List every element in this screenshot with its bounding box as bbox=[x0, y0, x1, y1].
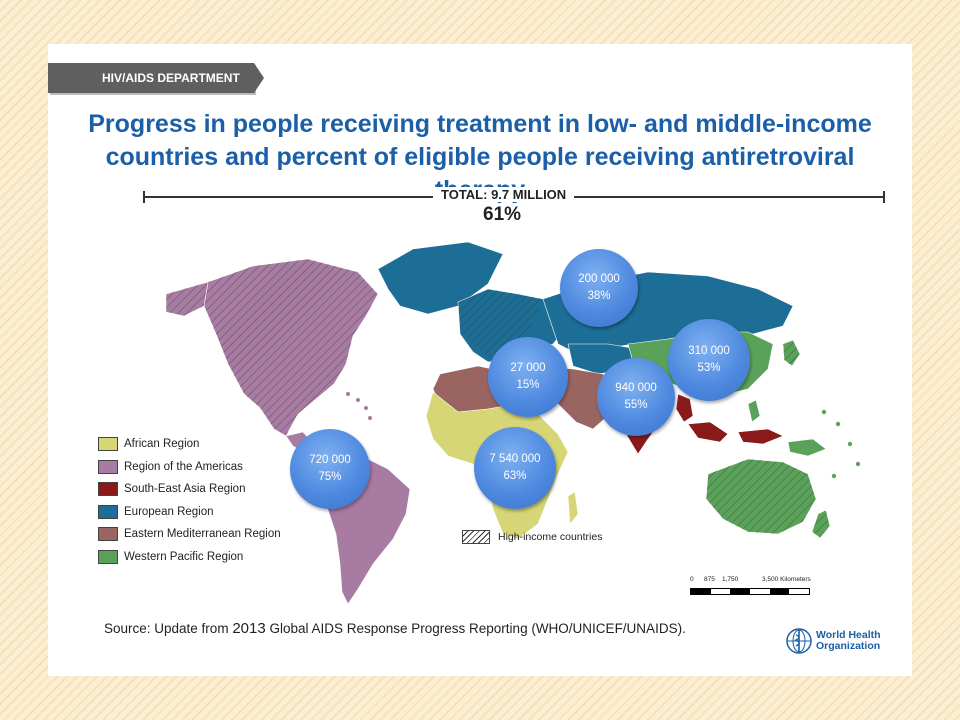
bubble-european-region: 200 000 38% bbox=[560, 249, 638, 327]
slide: HIV/AIDS DEPARTMENT Progress in people r… bbox=[48, 44, 912, 676]
thailand-shape bbox=[675, 393, 694, 423]
bubble-percent: 38% bbox=[587, 290, 611, 302]
legend-item-eastern-mediterranean-region: Eastern Mediterranean Region bbox=[98, 523, 298, 546]
map-legend: African Region Region of the Americas So… bbox=[98, 433, 298, 568]
total-label: TOTAL: 9.7 MILLION bbox=[433, 187, 575, 202]
legend-label: African Region bbox=[124, 438, 200, 451]
bubble-people: 310 000 bbox=[688, 345, 730, 357]
legend-item-south-east-asia-region: South-East Asia Region bbox=[98, 478, 298, 501]
indonesia-shape-2 bbox=[737, 428, 784, 445]
bubble-percent: 15% bbox=[516, 379, 540, 391]
source-prefix: Source: Update from bbox=[104, 621, 233, 636]
legend-swatch bbox=[98, 504, 118, 519]
bubble-percent: 55% bbox=[624, 399, 648, 411]
legend-label: Western Pacific Region bbox=[124, 550, 244, 563]
indonesia-shape bbox=[687, 421, 729, 443]
who-wordmark: World Health Organization bbox=[816, 630, 881, 652]
bubble-people: 200 000 bbox=[578, 273, 620, 285]
philippines-shape bbox=[747, 399, 761, 423]
bubble-eastern-mediterranean-region: 27 000 15% bbox=[488, 337, 568, 417]
who-emblem-icon bbox=[786, 628, 812, 654]
legend-item-african-region: African Region bbox=[98, 433, 298, 456]
bubble-people: 27 000 bbox=[510, 362, 546, 374]
legend-item-region-of-the-americas: Region of the Americas bbox=[98, 456, 298, 479]
scale-labels: 0 875 1,750 3,500 Kilometers bbox=[690, 576, 820, 586]
legend-swatch bbox=[98, 437, 118, 452]
scale-ruler bbox=[690, 588, 810, 595]
who-line-2: Organization bbox=[816, 640, 881, 652]
bubble-percent: 63% bbox=[503, 470, 527, 482]
legend-item-western-pacific-region: Western Pacific Region bbox=[98, 546, 298, 569]
who-logo: World Health Organization bbox=[786, 628, 881, 654]
who-line-1: World Health bbox=[816, 629, 881, 641]
legend-label: Region of the Americas bbox=[124, 460, 243, 473]
bubble-region-of-the-americas: 720 000 75% bbox=[290, 429, 370, 509]
department-tab: HIV/AIDS DEPARTMENT bbox=[48, 63, 264, 93]
legend-label: Eastern Mediterranean Region bbox=[124, 528, 281, 541]
scale-label: 3,500 Kilometers bbox=[762, 576, 811, 583]
legend-label: European Region bbox=[124, 505, 214, 518]
papua-shape bbox=[787, 438, 827, 457]
title-line-1: Progress in people receiving treatment i… bbox=[88, 110, 872, 138]
bubble-people: 720 000 bbox=[309, 454, 351, 466]
bubble-percent: 75% bbox=[318, 471, 342, 483]
source-year: 2013 bbox=[232, 620, 266, 637]
legend-swatch bbox=[98, 459, 118, 474]
legend-swatch bbox=[98, 549, 118, 564]
europe-hatch bbox=[458, 289, 543, 356]
madagascar-shape bbox=[567, 491, 579, 525]
source-note: Source: Update from 2013 Global AIDS Res… bbox=[104, 620, 686, 637]
greenland-shape bbox=[377, 241, 504, 315]
high-income-label: High-income countries bbox=[498, 531, 603, 543]
bubble-people: 940 000 bbox=[615, 382, 657, 394]
scale-bar: 0 875 1,750 3,500 Kilometers bbox=[690, 576, 820, 595]
hatch-swatch bbox=[462, 530, 490, 544]
scale-label: 0 bbox=[690, 576, 694, 583]
source-suffix: Global AIDS Response Progress Reporting … bbox=[265, 621, 686, 636]
legend-item-european-region: European Region bbox=[98, 501, 298, 524]
high-income-legend: High-income countries bbox=[462, 530, 602, 544]
legend-swatch bbox=[98, 527, 118, 542]
bubble-south-east-asia-region: 940 000 55% bbox=[597, 358, 675, 436]
australia-hatch bbox=[706, 459, 816, 534]
legend-swatch bbox=[98, 482, 118, 497]
total-percent: 61% bbox=[483, 204, 522, 225]
north-america-hatch bbox=[204, 259, 378, 436]
bubble-percent: 53% bbox=[697, 362, 721, 374]
bubble-western-pacific-region: 310 000 53% bbox=[668, 319, 750, 401]
legend-label: South-East Asia Region bbox=[124, 483, 246, 496]
bubble-people: 7 540 000 bbox=[489, 453, 541, 465]
bubble-african-region: 7 540 000 63% bbox=[474, 427, 556, 509]
scale-label: 1,750 bbox=[722, 576, 739, 583]
scale-label: 875 bbox=[704, 576, 715, 583]
